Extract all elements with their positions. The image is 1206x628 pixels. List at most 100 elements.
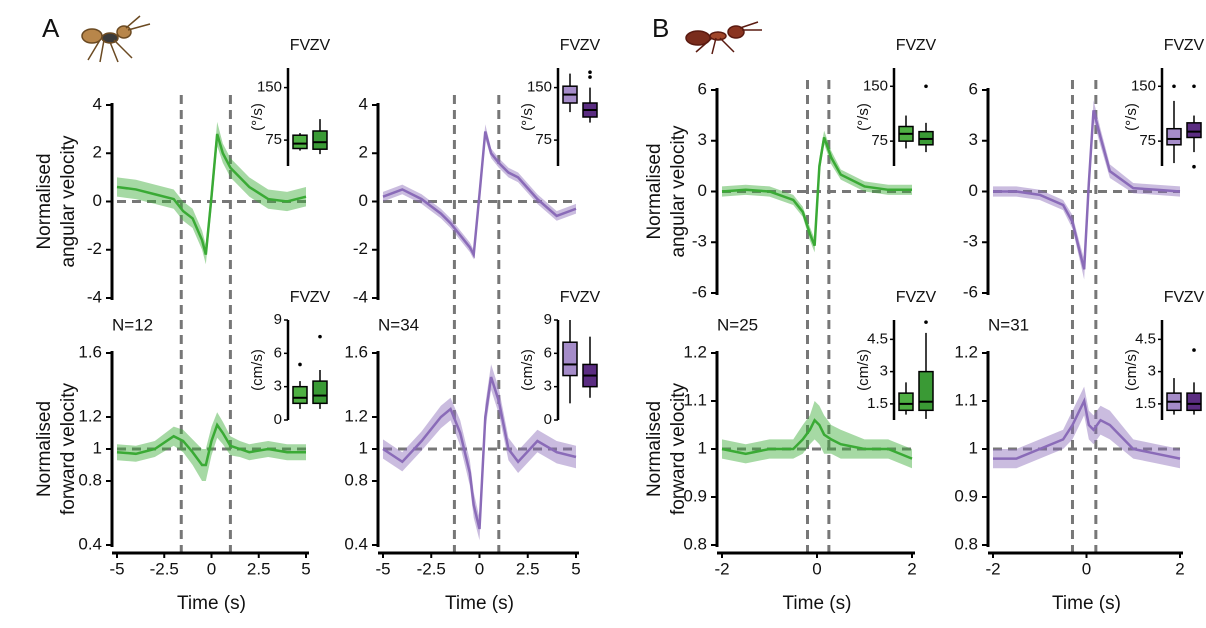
y-tick-label: 3 <box>698 130 707 149</box>
mean-line <box>116 422 306 467</box>
mean-line <box>116 133 307 255</box>
y-tick-label: 0.8 <box>683 534 707 553</box>
inset-tick-label: 6 <box>544 344 552 361</box>
inset-tick-label: 1.5 <box>867 395 888 412</box>
mean-line <box>993 397 1181 460</box>
x-tick-label: 5 <box>571 559 580 578</box>
x-axis-label: Time (s) <box>177 593 246 614</box>
inset-tick-label: 150 <box>1131 77 1156 94</box>
y-tick-label: 0.8 <box>954 534 978 553</box>
outlier <box>588 70 592 74</box>
y-axis-label: Normalised <box>34 401 55 497</box>
confidence-band <box>117 412 306 481</box>
y-tick-label: -4 <box>87 287 102 306</box>
x-tick-label: 2 <box>907 559 916 578</box>
outlier <box>1172 84 1176 89</box>
inset-tick-label: 1.5 <box>1135 395 1156 412</box>
mean-line <box>721 136 912 247</box>
y-tick-label: 1 <box>698 438 707 457</box>
box <box>898 392 914 412</box>
mean-line <box>993 109 1181 270</box>
y-tick-label: 0 <box>969 181 978 200</box>
x-tick-label: 0 <box>475 559 484 578</box>
y-tick-label: 1.2 <box>954 342 978 361</box>
n-label: N=31 <box>988 315 1029 334</box>
inset-tick-label: 3 <box>274 378 282 395</box>
x-tick-label: 0 <box>207 559 216 578</box>
y-tick-label: 0 <box>359 191 368 210</box>
x-tick-label: -2.5 <box>150 559 179 578</box>
inset-y-label: (cm/s) <box>1123 349 1140 391</box>
box <box>918 370 934 412</box>
inset-tick-label: 150 <box>257 79 282 96</box>
inset-tick-label: 0 <box>544 411 552 428</box>
inset-category: FV <box>1164 37 1185 54</box>
y-tick-label: 2 <box>359 143 368 162</box>
confidence-band <box>722 401 912 469</box>
y-tick-label: 1.2 <box>78 406 102 425</box>
outlier <box>318 334 322 339</box>
x-tick-label: 0 <box>812 559 821 578</box>
x-tick-label: 2.5 <box>247 559 271 578</box>
box <box>1166 127 1182 146</box>
n-label: N=25 <box>717 315 758 334</box>
inset-category: ZV <box>310 37 331 54</box>
inset-category: ZV <box>916 289 937 306</box>
y-tick-label: 6 <box>698 79 707 98</box>
x-tick-label: -2.5 <box>417 559 446 578</box>
inset-y-label: (°/s) <box>1123 103 1140 131</box>
y-tick-label: -3 <box>963 232 978 251</box>
ant-icon <box>685 21 762 55</box>
mean-line <box>382 131 577 259</box>
inset-tick-label: 75 <box>265 131 282 148</box>
inset-y-label: (cm/s) <box>519 349 536 391</box>
y-tick-label: 1.6 <box>344 342 368 361</box>
y-axis-label: angular velocity <box>668 125 689 258</box>
box <box>292 134 308 150</box>
y-tick-label: 1.2 <box>683 342 707 361</box>
inset-category: ZV <box>310 289 331 306</box>
y-tick-label: 0.8 <box>78 470 102 489</box>
outlier <box>1192 348 1196 352</box>
inset-category: ZV <box>1184 289 1205 306</box>
x-tick-label: 2 <box>1175 559 1184 578</box>
inset-y-label: (°/s) <box>519 103 536 131</box>
x-tick-label: 0 <box>1082 559 1091 578</box>
inset-tick-label: 9 <box>544 311 552 328</box>
inset-category: FV <box>290 37 311 54</box>
panel-label: B <box>652 13 669 43</box>
y-tick-label: 1.6 <box>78 342 102 361</box>
y-tick-label: 1.1 <box>683 390 707 409</box>
inset-category: FV <box>896 37 917 54</box>
inset-tick-label: 75 <box>871 132 888 149</box>
y-tick-label: 1.1 <box>954 390 978 409</box>
inset-category: ZV <box>916 37 937 54</box>
inset-category: FV <box>560 289 581 306</box>
x-tick-label: -5 <box>375 559 390 578</box>
mean-line <box>382 376 577 530</box>
outlier <box>1192 164 1196 169</box>
y-axis-label: Normalised <box>644 401 665 497</box>
y-tick-label: 1.2 <box>344 406 368 425</box>
inset-tick-label: 3 <box>544 378 552 395</box>
x-tick-label: 2.5 <box>516 559 540 578</box>
x-axis-label: Time (s) <box>445 593 514 614</box>
x-tick-label: -2 <box>985 559 1000 578</box>
box <box>1186 392 1202 412</box>
y-tick-label: 6 <box>969 79 978 98</box>
n-label: N=34 <box>378 315 419 334</box>
inset-tick-label: 9 <box>274 311 282 328</box>
panel-label: A <box>42 13 60 43</box>
inset-tick-label: 3 <box>1148 363 1156 380</box>
outlier <box>924 320 928 324</box>
y-tick-label: -4 <box>353 287 368 306</box>
y-tick-label: -2 <box>87 239 102 258</box>
ant-icon <box>81 15 151 63</box>
outlier <box>1192 84 1196 89</box>
x-tick-label: -2 <box>714 559 729 578</box>
box <box>1186 122 1202 139</box>
y-tick-label: 2 <box>93 143 102 162</box>
n-label: N=12 <box>112 315 153 334</box>
y-tick-label: -6 <box>692 282 707 301</box>
inset-category: ZV <box>1184 37 1205 54</box>
